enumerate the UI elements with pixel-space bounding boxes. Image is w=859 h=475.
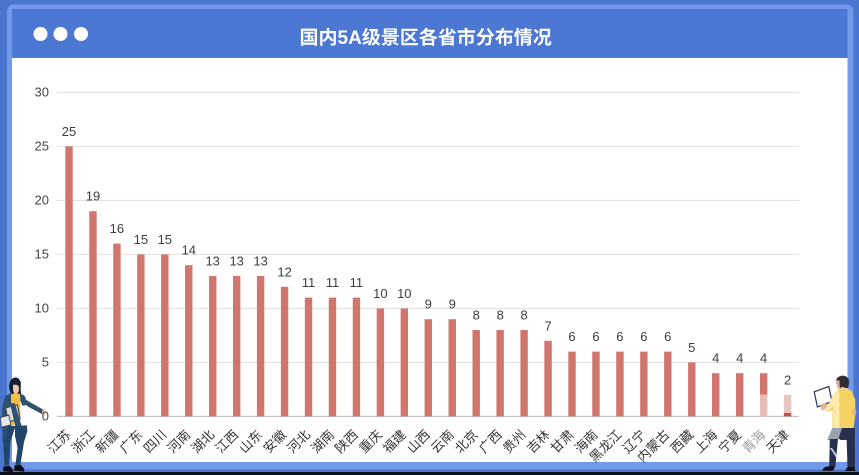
svg-text:9: 9 xyxy=(425,297,432,312)
svg-text:11: 11 xyxy=(350,275,364,290)
svg-text:15: 15 xyxy=(35,246,49,261)
svg-text:11: 11 xyxy=(326,275,340,290)
svg-text:8: 8 xyxy=(520,308,527,323)
svg-text:12: 12 xyxy=(277,264,291,279)
svg-text:30: 30 xyxy=(35,84,49,99)
svg-text:6: 6 xyxy=(640,329,647,344)
svg-text:14: 14 xyxy=(182,243,196,258)
svg-text:15: 15 xyxy=(158,232,172,247)
svg-text:6: 6 xyxy=(592,329,599,344)
svg-text:13: 13 xyxy=(205,254,219,269)
svg-text:25: 25 xyxy=(35,138,49,153)
svg-text:11: 11 xyxy=(302,275,316,290)
svg-text:5: 5 xyxy=(42,354,49,369)
svg-text:4: 4 xyxy=(712,351,719,366)
svg-text:13: 13 xyxy=(253,254,267,269)
svg-text:6: 6 xyxy=(616,329,623,344)
svg-text:13: 13 xyxy=(229,254,243,269)
svg-text:10: 10 xyxy=(35,300,49,315)
svg-text:10: 10 xyxy=(397,286,411,301)
svg-text:19: 19 xyxy=(86,189,100,204)
svg-text:15: 15 xyxy=(134,232,148,247)
svg-text:5: 5 xyxy=(688,340,695,355)
svg-text:8: 8 xyxy=(473,308,480,323)
svg-text:10: 10 xyxy=(373,286,387,301)
svg-text:4: 4 xyxy=(760,351,767,366)
svg-text:16: 16 xyxy=(110,221,124,236)
svg-text:7: 7 xyxy=(544,318,551,333)
svg-text:8: 8 xyxy=(497,308,504,323)
svg-text:25: 25 xyxy=(62,124,76,139)
svg-text:9: 9 xyxy=(449,297,456,312)
svg-text:4: 4 xyxy=(736,351,743,366)
svg-text:20: 20 xyxy=(35,192,49,207)
svg-text:2: 2 xyxy=(784,372,791,387)
svg-text:6: 6 xyxy=(568,329,575,344)
svg-text:5A: 5A xyxy=(338,28,363,49)
svg-text:0: 0 xyxy=(42,408,49,423)
svg-text:6: 6 xyxy=(664,329,671,344)
